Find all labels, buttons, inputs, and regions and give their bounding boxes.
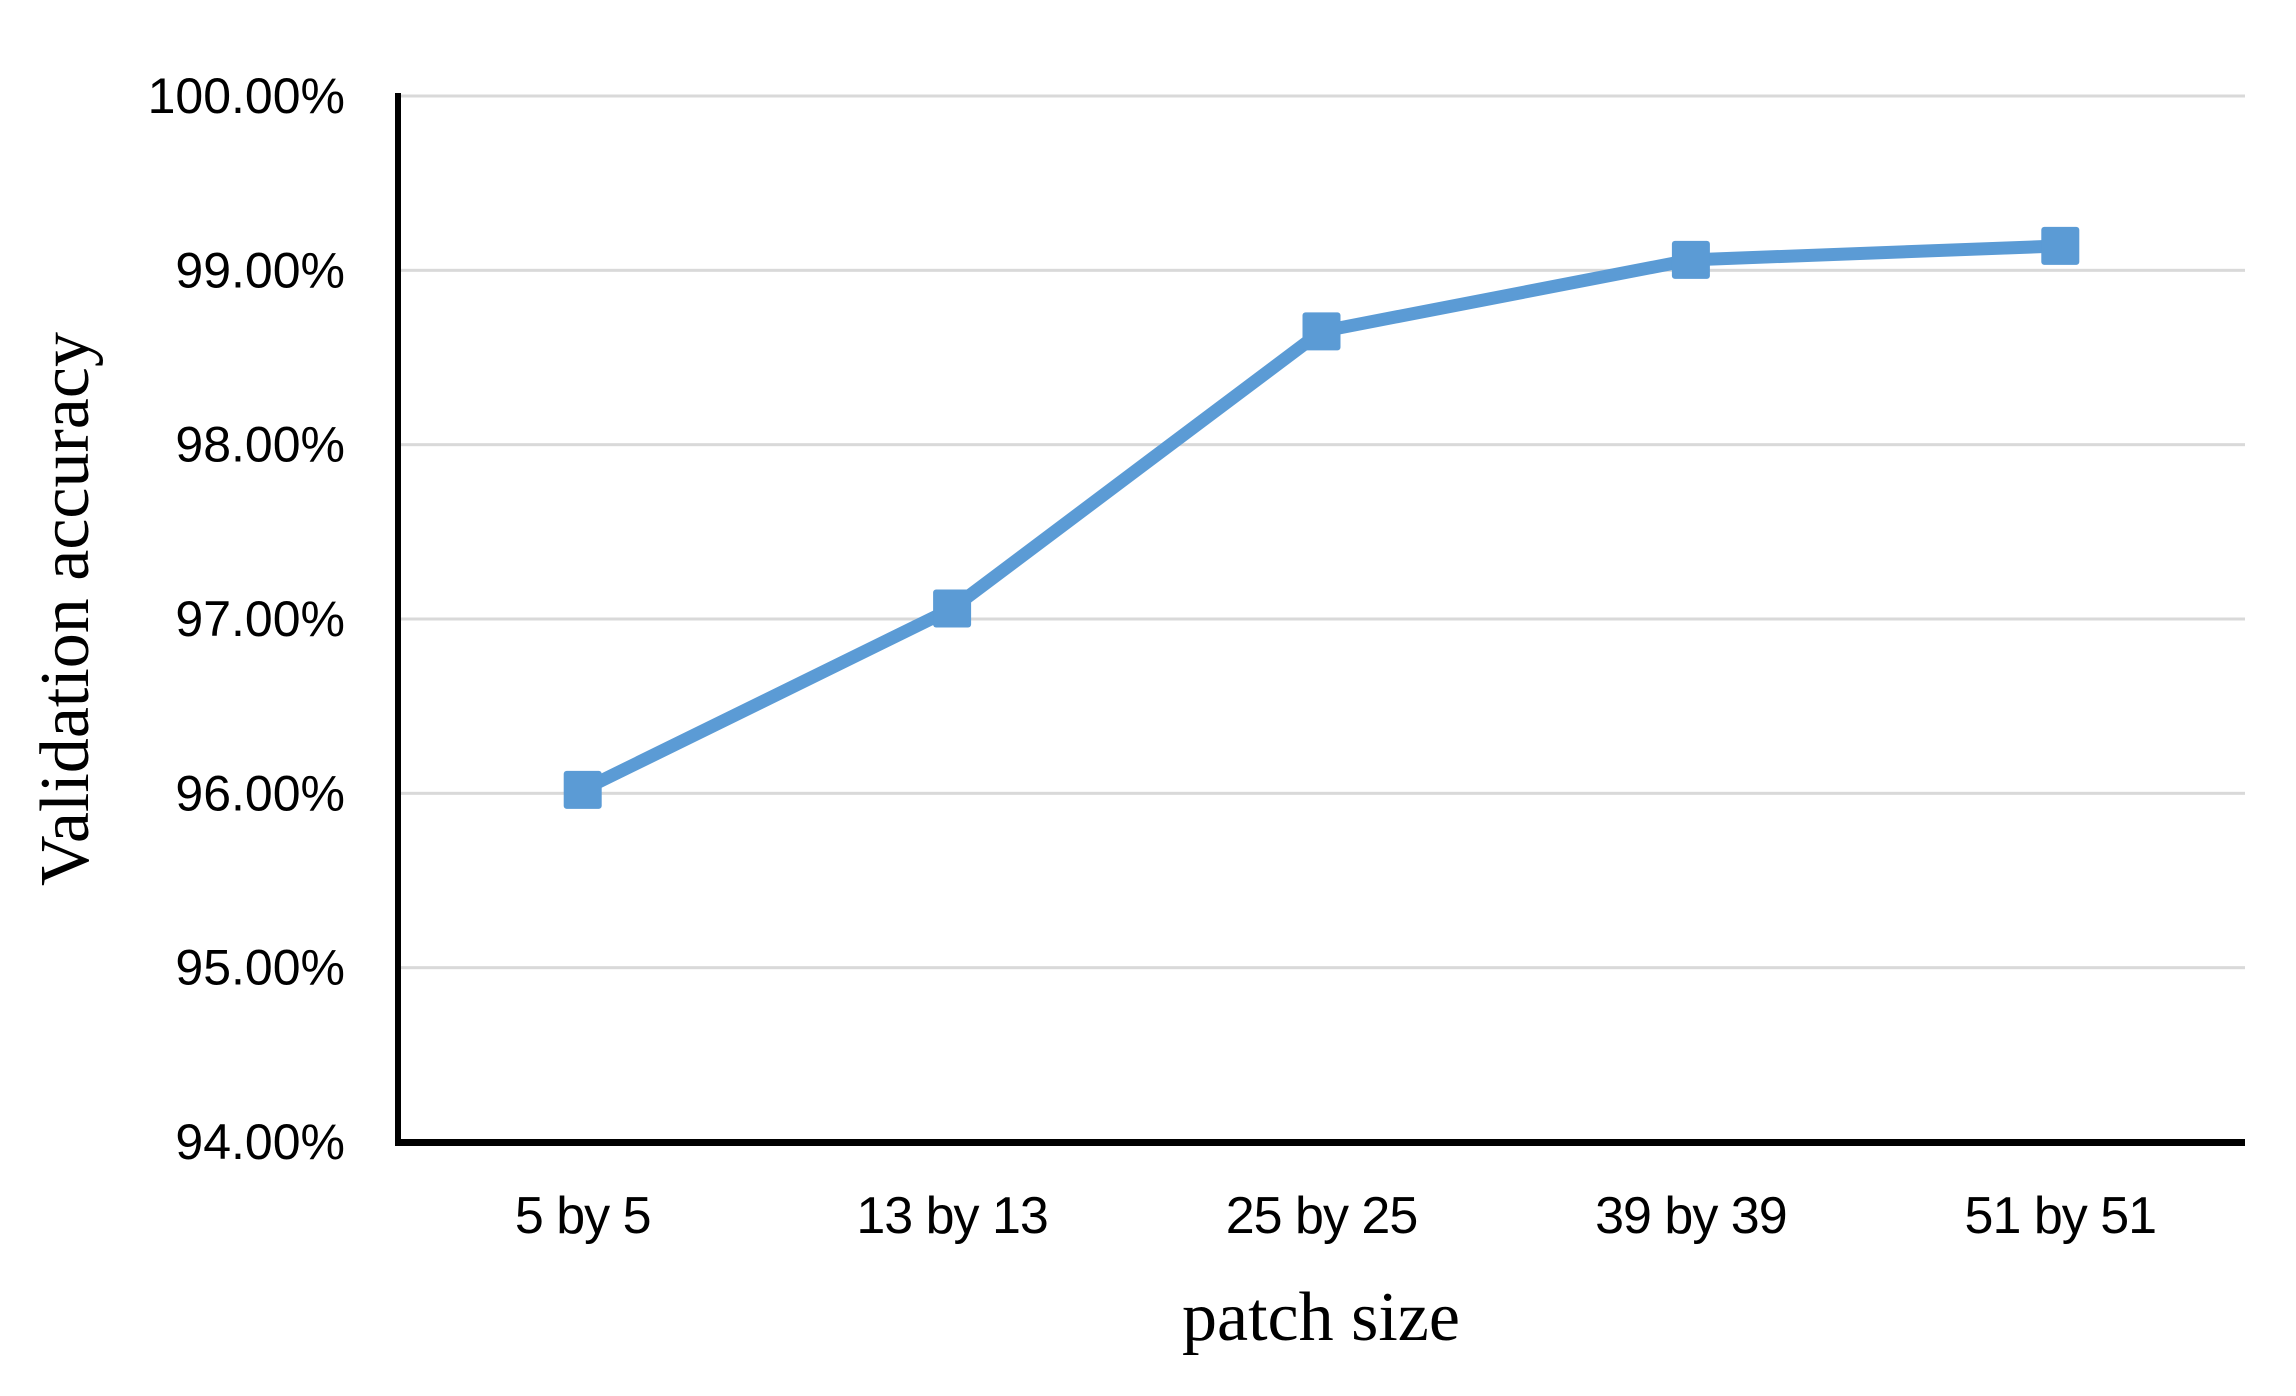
x-tick-label: 13 by 13 bbox=[856, 1187, 1048, 1245]
y-tick-label: 95.00% bbox=[175, 940, 345, 996]
data-point-marker bbox=[1302, 312, 1341, 351]
y-tick-label: 97.00% bbox=[175, 591, 345, 647]
x-axis-title: patch size bbox=[1182, 1279, 1460, 1356]
x-tick-labels: 5 by 5 13 by 13 25 by 25 39 by 39 51 by 51 bbox=[515, 1187, 2157, 1245]
x-tick-label: 5 by 5 bbox=[515, 1187, 651, 1245]
y-tick-label: 100.00% bbox=[148, 68, 345, 124]
y-tick-labels: 94.00% 95.00% 96.00% 97.00% 98.00% 99.00% 100.… bbox=[148, 68, 345, 1170]
gridline bbox=[398, 443, 2245, 447]
data-point-marker bbox=[563, 770, 602, 809]
y-tick-label: 99.00% bbox=[175, 242, 345, 298]
gridline bbox=[398, 617, 2245, 621]
x-tick-label: 51 by 51 bbox=[1965, 1187, 2157, 1245]
gridline bbox=[398, 268, 2245, 272]
gridlines bbox=[398, 94, 2245, 970]
gridline bbox=[398, 791, 2245, 795]
series-validation-accuracy bbox=[563, 226, 2080, 809]
y-tick-label: 94.00% bbox=[175, 1114, 345, 1170]
x-axis-line bbox=[395, 1139, 2245, 1146]
data-point-marker bbox=[933, 589, 972, 628]
axes bbox=[395, 93, 2245, 1146]
x-tick-label: 25 by 25 bbox=[1226, 1187, 1418, 1245]
y-tick-label: 96.00% bbox=[175, 765, 345, 821]
y-tick-label: 98.00% bbox=[175, 417, 345, 473]
y-axis-title: Validation accuracy bbox=[27, 332, 104, 886]
y-axis-line bbox=[395, 93, 401, 1145]
data-point-marker bbox=[1671, 240, 1710, 279]
gridline bbox=[398, 94, 2245, 98]
x-tick-label: 39 by 39 bbox=[1595, 1187, 1787, 1245]
gridline bbox=[398, 966, 2245, 970]
data-point-marker bbox=[2041, 226, 2080, 265]
